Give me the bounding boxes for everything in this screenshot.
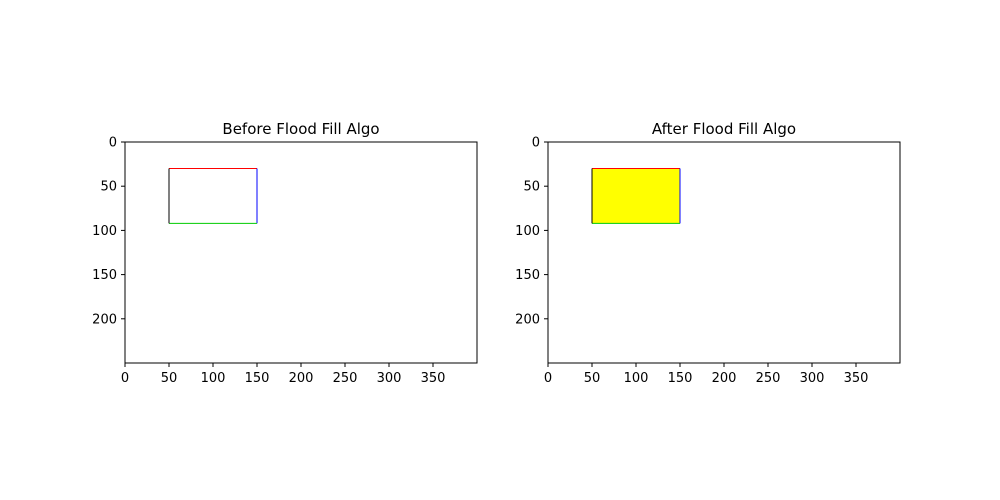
chart-title: Before Flood Fill Algo bbox=[222, 120, 379, 138]
y-tick-label: 200 bbox=[92, 312, 117, 327]
y-tick-label: 0 bbox=[532, 136, 540, 151]
x-tick-label: 150 bbox=[668, 371, 693, 386]
y-tick-label: 150 bbox=[515, 268, 540, 283]
x-tick-label: 100 bbox=[201, 371, 226, 386]
x-tick-label: 100 bbox=[624, 371, 649, 386]
y-tick-label: 100 bbox=[92, 224, 117, 239]
x-tick-label: 250 bbox=[756, 371, 781, 386]
plot-area: 0 50 100 150 200 250 300 350 0 50 100 150 200 bbox=[92, 136, 478, 386]
x-tick-label: 0 bbox=[121, 371, 129, 386]
x-tick-label: 150 bbox=[245, 371, 270, 386]
x-tick-label: 200 bbox=[712, 371, 737, 386]
axes-background bbox=[125, 142, 477, 363]
chart-title: After Flood Fill Algo bbox=[652, 120, 796, 138]
x-tick-label: 200 bbox=[289, 371, 314, 386]
x-tick-label: 300 bbox=[800, 371, 825, 386]
y-tick-label: 50 bbox=[523, 180, 540, 195]
y-tick-label: 200 bbox=[515, 312, 540, 327]
x-tick-label: 250 bbox=[333, 371, 358, 386]
y-tick-label: 150 bbox=[92, 268, 117, 283]
x-tick-label: 0 bbox=[544, 371, 552, 386]
y-tick-label: 0 bbox=[109, 136, 117, 151]
y-tick-label: 100 bbox=[515, 224, 540, 239]
panel-before: Before Flood Fill Algo 0 50 100 150 200 250 30… bbox=[92, 120, 478, 386]
x-tick-label: 50 bbox=[584, 371, 601, 386]
x-tick-label: 350 bbox=[844, 371, 869, 386]
plot-area: 0 50 100 150 200 250 300 350 0 50 100 150 200 bbox=[515, 136, 901, 386]
x-tick-label: 300 bbox=[377, 371, 402, 386]
panel-after: After Flood Fill Algo 0 50 100 150 200 250 300… bbox=[515, 120, 901, 386]
x-tick-label: 50 bbox=[161, 371, 178, 386]
filled-region bbox=[592, 168, 680, 224]
y-tick-label: 50 bbox=[100, 180, 117, 195]
x-tick-label: 350 bbox=[421, 371, 446, 386]
